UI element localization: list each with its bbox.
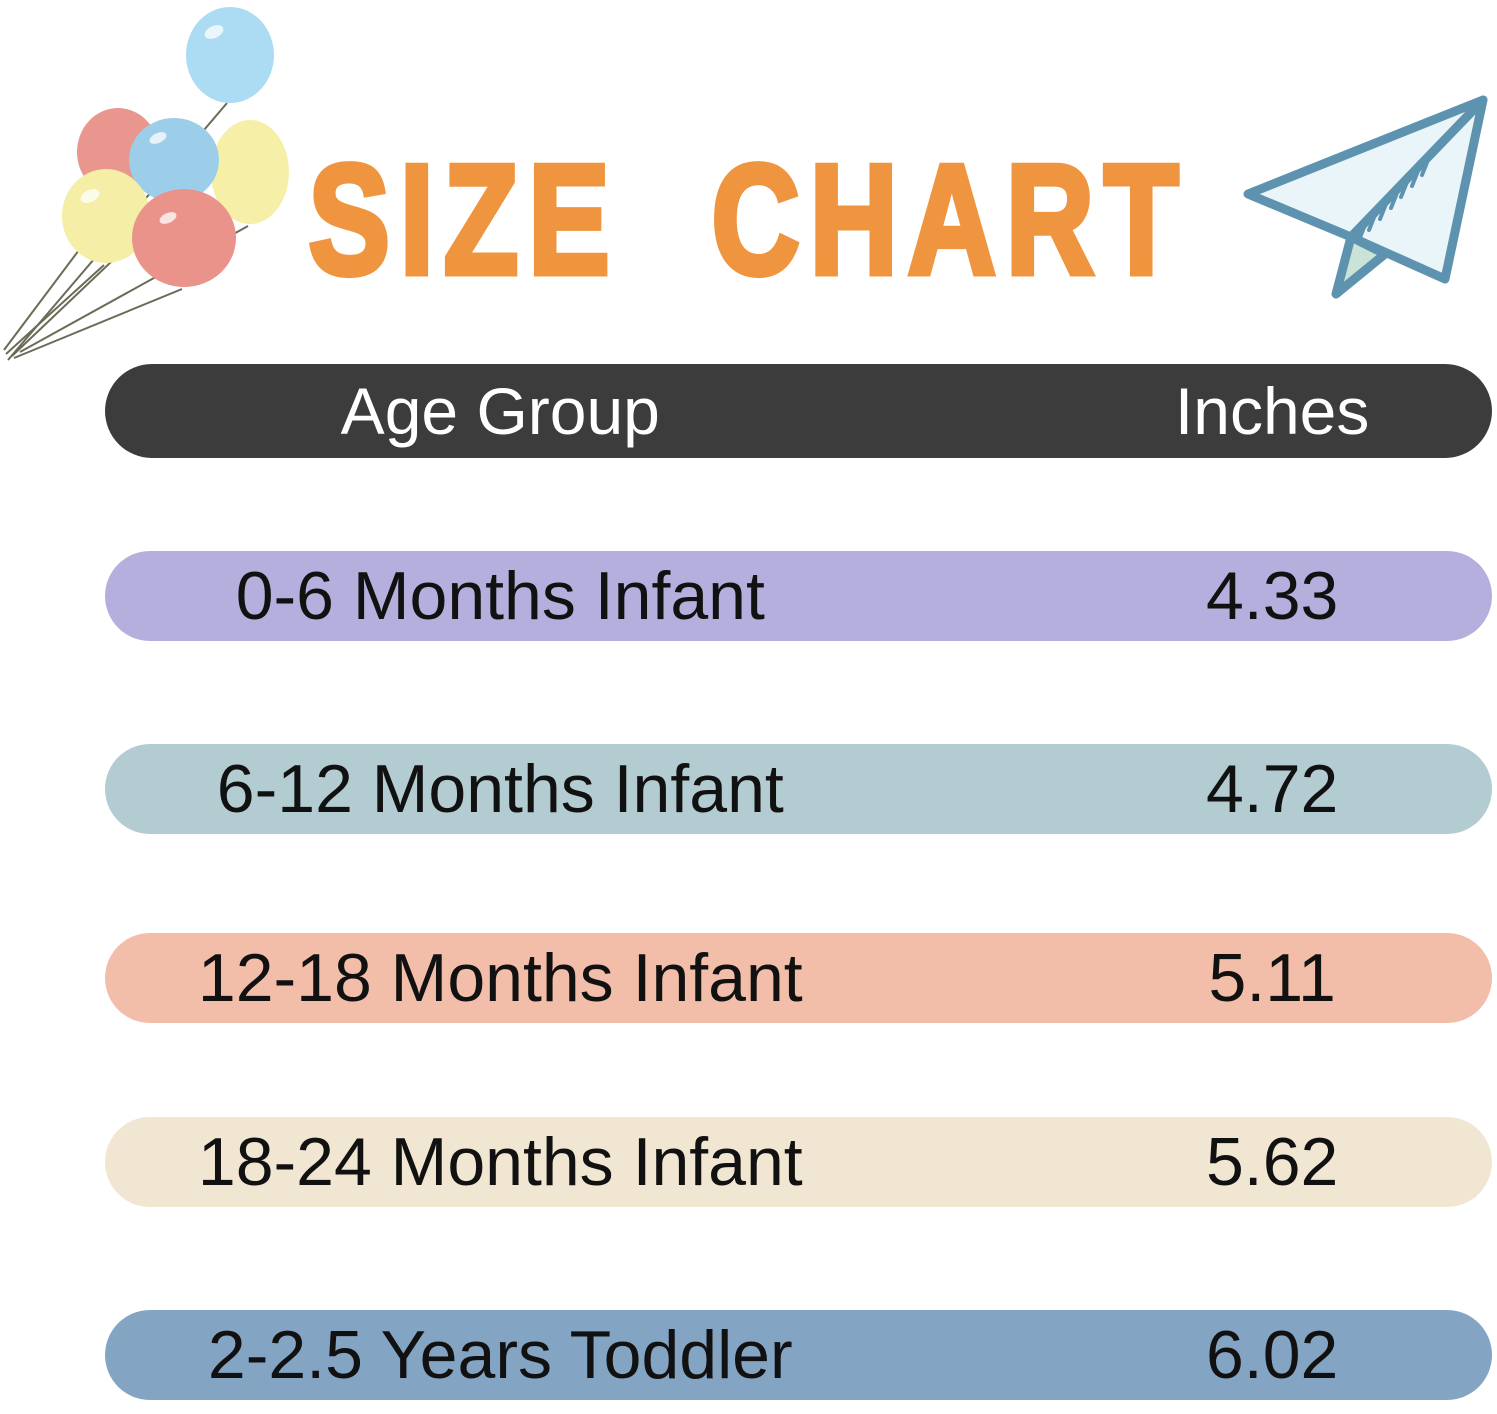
age-group-cell: 18-24 Months Infant	[197, 1124, 803, 1200]
age-group-cell: 0-6 Months Infant	[235, 558, 765, 634]
inches-cell: 4.33	[1205, 558, 1339, 634]
age-group-cell: 6-12 Months Infant	[216, 751, 784, 827]
table-header-row: Age Group Inches	[105, 364, 1492, 458]
page-title: SIZE CHART	[306, 129, 1189, 309]
inches-cell: 5.62	[1205, 1124, 1339, 1200]
column-header-age-group: Age Group	[340, 374, 660, 448]
inches-cell: 6.02	[1205, 1317, 1339, 1393]
table-row: 0-6 Months Infant 4.33	[105, 551, 1492, 641]
balloon-bunch-icon	[3, 7, 289, 361]
table-row: 2-2.5 Years Toddler 6.02	[105, 1310, 1492, 1400]
table-row: 6-12 Months Infant 4.72	[105, 744, 1492, 834]
inches-cell: 5.11	[1208, 940, 1336, 1016]
title-container: SIZE CHART	[0, 129, 1497, 309]
table-row: 18-24 Months Infant 5.62	[105, 1117, 1492, 1207]
age-group-cell: 2-2.5 Years Toddler	[207, 1317, 793, 1393]
table-row: 12-18 Months Infant 5.11	[105, 933, 1492, 1023]
inches-cell: 4.72	[1205, 751, 1339, 827]
column-header-inches: Inches	[1174, 374, 1370, 448]
paper-plane-icon	[1243, 95, 1488, 299]
age-group-cell: 12-18 Months Infant	[197, 940, 803, 1016]
